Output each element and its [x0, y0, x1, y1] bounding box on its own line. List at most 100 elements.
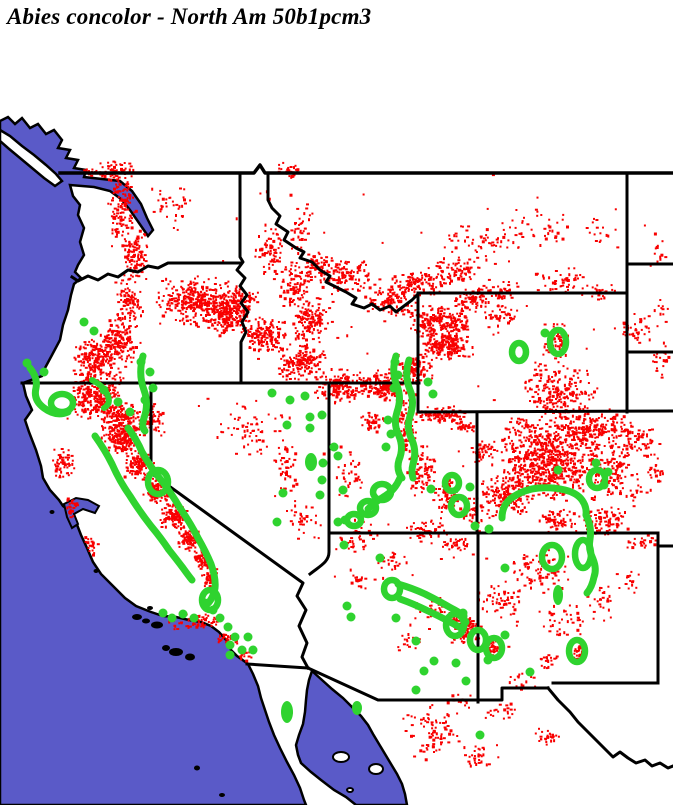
observed-range-dot: [278, 488, 288, 498]
observed-range-dot: [79, 317, 89, 327]
observed-range-dot: [426, 484, 436, 494]
observed-range-dot: [272, 517, 282, 527]
island: [49, 510, 55, 514]
observed-range-ring: [447, 493, 471, 519]
observed-range-band: [137, 352, 150, 435]
observed-range-dot: [419, 666, 429, 676]
observed-range-ring: [538, 541, 566, 573]
observed-range-dot: [470, 521, 480, 531]
observed-range-dot: [393, 370, 403, 380]
san-francisco-bay: [62, 496, 101, 530]
observed-range-dot: [167, 613, 177, 623]
island: [169, 648, 183, 656]
observed-range-dot: [500, 563, 510, 573]
state-borders-layer: [20, 163, 673, 770]
observed-range-layer: [22, 317, 613, 740]
observed-range-patch: [553, 585, 563, 605]
island: [332, 751, 350, 763]
observed-range-dot: [603, 467, 613, 477]
observed-range-dot: [381, 442, 391, 452]
observed-range-dot: [540, 328, 550, 338]
observed-range-dot: [475, 730, 485, 740]
observed-range-dot: [145, 367, 155, 377]
border-line: [545, 685, 673, 770]
observed-range-dot: [305, 423, 315, 433]
observed-range-ring: [441, 471, 463, 495]
border-line: [307, 531, 331, 577]
observed-range-dot: [317, 475, 327, 485]
observed-range-dot: [375, 553, 385, 563]
observed-range-dot: [525, 667, 535, 677]
observed-range-dot: [140, 395, 150, 405]
observed-range-dot: [386, 429, 396, 439]
island: [151, 621, 163, 629]
observed-range-dot: [383, 415, 393, 425]
island: [162, 645, 170, 651]
observed-range-dot: [215, 613, 225, 623]
observed-range-dot: [423, 377, 433, 387]
island: [185, 653, 195, 661]
observed-range-dot: [148, 383, 158, 393]
observed-range-dot: [338, 485, 348, 495]
island: [346, 787, 354, 793]
observed-range-dot: [237, 645, 247, 655]
observed-range-ring: [369, 480, 395, 504]
observed-range-ring: [508, 339, 530, 365]
observed-range-band: [124, 424, 219, 610]
border-line: [416, 409, 673, 414]
island: [194, 765, 200, 771]
map-title: Abies concolor - North Am 50b1pcm3: [7, 4, 372, 29]
observed-range-dot: [429, 656, 439, 666]
observed-range-dot: [340, 515, 350, 525]
observed-range-dot: [99, 385, 109, 395]
observed-range-dot: [591, 458, 601, 468]
island: [93, 569, 99, 573]
observed-range-band: [390, 352, 406, 482]
observed-range-dot: [483, 655, 493, 665]
observed-range-dot: [189, 613, 199, 623]
observed-range-dot: [460, 617, 470, 627]
observed-range-dot: [285, 395, 295, 405]
observed-range-dot: [484, 524, 494, 534]
observed-range-dot: [113, 397, 123, 407]
vancouver-island: [0, 128, 64, 188]
observed-range-ring: [546, 326, 570, 358]
border-line: [69, 261, 242, 283]
ocean-layer: [0, 115, 409, 805]
observed-range-dot: [318, 458, 328, 468]
observed-range-dot: [125, 407, 135, 417]
observed-range-band: [89, 377, 112, 411]
observed-range-dot: [243, 632, 253, 642]
observed-range-dot: [315, 490, 325, 500]
island: [142, 618, 150, 624]
border-line: [58, 163, 673, 175]
observed-range-dot: [329, 442, 339, 452]
observed-range-dot: [136, 357, 146, 367]
observed-range-dot: [411, 685, 421, 695]
observed-range-band: [396, 595, 466, 633]
observed-range-dot: [200, 598, 210, 608]
observed-range-dot: [458, 608, 468, 618]
island: [219, 793, 225, 797]
island: [147, 606, 153, 610]
observed-range-dot: [39, 367, 49, 377]
observed-range-patch: [305, 453, 317, 471]
observed-range-dot: [22, 358, 32, 368]
observed-range-dot: [390, 357, 400, 367]
observed-range-dot: [158, 608, 168, 618]
observed-range-dot: [411, 636, 421, 646]
observed-range-ring: [585, 466, 609, 492]
observed-range-ring: [571, 536, 595, 572]
border-line: [235, 171, 250, 385]
observed-range-ring: [565, 636, 589, 666]
observed-range-dot: [333, 517, 343, 527]
observed-range-dot: [230, 632, 240, 642]
observed-range-dot: [178, 609, 188, 619]
observed-range-dot: [428, 389, 438, 399]
observed-range-dot: [391, 613, 401, 623]
observed-range-dot: [342, 601, 352, 611]
islands-layer: [49, 510, 384, 797]
observed-range-ring: [482, 634, 506, 662]
